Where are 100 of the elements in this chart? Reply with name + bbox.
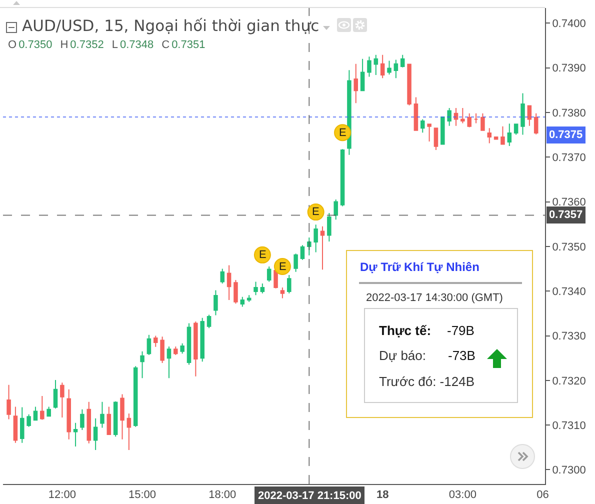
candlestick xyxy=(13,406,18,444)
candlestick xyxy=(407,63,412,106)
candlestick xyxy=(100,401,104,428)
candlestick xyxy=(480,112,485,131)
ref-line-label: 0.7357 xyxy=(549,209,583,221)
candlestick xyxy=(394,59,398,79)
candlestick xyxy=(294,253,298,272)
candlestick xyxy=(420,118,425,134)
candlestick xyxy=(274,268,278,289)
candlestick xyxy=(487,128,492,144)
x-tick-label: 18:00 xyxy=(208,489,236,502)
candlestick xyxy=(507,123,512,146)
candlestick xyxy=(186,322,192,366)
candlestick xyxy=(214,290,218,316)
candlestick xyxy=(220,268,225,284)
candlestick xyxy=(327,212,332,242)
y-tick-label: 0.7390 xyxy=(552,62,586,75)
candlestick xyxy=(200,317,204,362)
annotation: 0.7375 xyxy=(549,129,583,141)
candlestick xyxy=(133,366,138,428)
candlestick xyxy=(374,54,378,76)
candlestick xyxy=(113,400,118,438)
candlestick xyxy=(73,422,78,447)
candlestick xyxy=(46,406,51,418)
annotation: 2022-03-17 14:30:00 (GMT) xyxy=(366,292,503,304)
candlestick xyxy=(314,224,318,253)
annotation: -79B xyxy=(447,323,474,338)
candlestick xyxy=(260,283,265,294)
candlestick xyxy=(120,394,124,440)
candlestick xyxy=(194,320,198,377)
candlestick xyxy=(6,384,11,420)
candlestick xyxy=(140,350,144,379)
candlestick xyxy=(527,105,532,126)
candlestick xyxy=(534,112,538,135)
x-tick-label: 15:00 xyxy=(128,489,156,502)
annotation: E xyxy=(312,206,320,218)
candlestick xyxy=(494,136,498,140)
candlestick xyxy=(387,60,392,76)
y-tick-label: 0.7340 xyxy=(552,286,586,298)
candlestick xyxy=(80,408,84,430)
annotation: E xyxy=(279,261,286,273)
candlestick xyxy=(180,342,184,354)
x-tick-label: 03:00 xyxy=(448,489,476,502)
candlestick xyxy=(460,108,465,124)
y-tick-label: 0.7310 xyxy=(552,420,586,432)
candlestick xyxy=(240,296,245,308)
candlestick xyxy=(146,334,152,356)
candlestick xyxy=(160,336,164,364)
x-tick-label: 18 xyxy=(376,489,389,502)
candlestick xyxy=(126,412,132,451)
candlestick xyxy=(354,63,358,104)
candlestick xyxy=(340,148,345,207)
candlestick xyxy=(300,244,305,260)
candlestick xyxy=(93,418,98,451)
candlestick xyxy=(154,335,158,348)
x-tick-label: 12:00 xyxy=(48,489,76,502)
candlestick xyxy=(53,379,58,410)
candlestick xyxy=(106,406,112,436)
y-tick-label: 0.7330 xyxy=(552,330,586,343)
candlestick xyxy=(454,108,458,126)
candlestick xyxy=(26,414,31,428)
text: AUD/USD, 15, Ngoại hối thời gian thực xyxy=(22,17,320,35)
candlestick xyxy=(474,112,478,124)
candlestick xyxy=(20,406,24,444)
annotation: Trước đó: -124B xyxy=(379,374,475,389)
candlestick xyxy=(86,401,92,444)
candlestick xyxy=(434,127,438,150)
candlestick xyxy=(380,54,385,79)
annotation: E xyxy=(259,249,266,261)
candlestick xyxy=(40,396,44,420)
candlestick xyxy=(254,281,258,296)
annotation: Thực tế: xyxy=(379,323,432,338)
y-tick-label: 0.7350 xyxy=(552,241,586,254)
y-tick-label: 0.7320 xyxy=(552,375,586,388)
candlestick xyxy=(427,124,432,142)
candlestick xyxy=(320,226,325,270)
y-tick-label: 0.7370 xyxy=(552,152,586,164)
candlestick xyxy=(447,108,452,126)
candlestick xyxy=(334,199,338,220)
candlestick xyxy=(440,116,445,146)
candlestick xyxy=(234,279,238,304)
annotation: -73B xyxy=(448,348,476,363)
candlestick xyxy=(514,124,518,136)
ref-line-label: 2022-03-17 21:15:00 xyxy=(258,490,362,502)
candlestick xyxy=(286,274,292,294)
candlestick xyxy=(467,112,472,128)
candlestick xyxy=(166,346,172,379)
x-tick-label: 06 xyxy=(536,489,549,502)
candlestick xyxy=(246,294,252,302)
candlestick xyxy=(266,266,272,282)
candlestick xyxy=(414,96,418,131)
candlestick xyxy=(66,388,71,440)
annotation: Dự Trữ Khí Tự Nhiên xyxy=(360,260,480,274)
candlestick xyxy=(60,382,64,418)
candlestick xyxy=(174,346,178,356)
text: O 0.7350 H 0.7352 L 0.7348 C 0.7351 xyxy=(8,39,206,51)
candlestick xyxy=(206,314,212,329)
annotation: Dự báo: xyxy=(379,348,426,363)
candlestick xyxy=(280,287,285,299)
y-tick-label: 0.7300 xyxy=(552,464,586,477)
